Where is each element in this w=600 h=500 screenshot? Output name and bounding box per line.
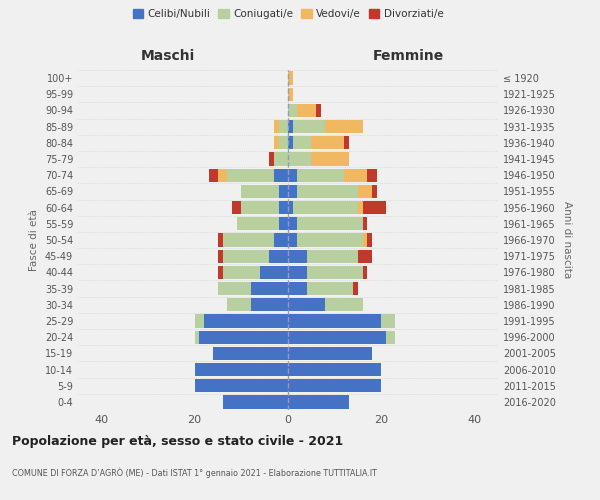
Bar xyxy=(325,120,362,134)
Bar xyxy=(278,185,288,198)
Bar xyxy=(223,250,269,263)
Bar xyxy=(288,266,307,279)
Bar xyxy=(241,201,278,214)
Bar xyxy=(325,298,362,312)
Bar xyxy=(358,185,372,198)
Bar xyxy=(288,234,298,246)
Bar xyxy=(344,136,349,149)
Text: COMUNE DI FORZA D’AGRÒ (ME) - Dati ISTAT 1° gennaio 2021 - Elaborazione TUTTITAL: COMUNE DI FORZA D’AGRÒ (ME) - Dati ISTAT… xyxy=(12,468,377,478)
Bar xyxy=(358,201,362,214)
Bar xyxy=(274,152,288,166)
Bar xyxy=(236,217,278,230)
Bar xyxy=(293,120,325,134)
Bar xyxy=(288,88,293,101)
Bar xyxy=(274,136,278,149)
Bar xyxy=(223,234,274,246)
Text: Popolazione per età, sesso e stato civile - 2021: Popolazione per età, sesso e stato civil… xyxy=(12,435,343,448)
Bar xyxy=(367,234,372,246)
Bar xyxy=(367,168,377,182)
Bar xyxy=(218,266,223,279)
Bar xyxy=(307,266,362,279)
Bar xyxy=(372,185,377,198)
Bar xyxy=(288,330,386,344)
Bar xyxy=(194,379,288,392)
Bar xyxy=(362,217,367,230)
Bar xyxy=(293,201,358,214)
Bar xyxy=(362,266,367,279)
Bar xyxy=(251,298,288,312)
Bar xyxy=(316,104,320,117)
Bar xyxy=(311,136,344,149)
Bar xyxy=(227,168,274,182)
Bar xyxy=(288,250,307,263)
Bar xyxy=(288,314,382,328)
Bar xyxy=(288,168,298,182)
Bar xyxy=(241,185,278,198)
Y-axis label: Fasce di età: Fasce di età xyxy=(29,209,39,271)
Bar xyxy=(362,234,367,246)
Bar xyxy=(288,152,311,166)
Bar xyxy=(269,250,288,263)
Bar xyxy=(214,346,288,360)
Bar xyxy=(194,363,288,376)
Bar xyxy=(223,266,260,279)
Legend: Celibi/Nubili, Coniugati/e, Vedovi/e, Divorziati/e: Celibi/Nubili, Coniugati/e, Vedovi/e, Di… xyxy=(128,5,448,24)
Bar xyxy=(199,330,288,344)
Bar xyxy=(344,168,367,182)
Bar xyxy=(288,396,349,408)
Bar xyxy=(204,314,288,328)
Text: Femmine: Femmine xyxy=(373,48,443,62)
Bar xyxy=(269,152,274,166)
Bar xyxy=(298,168,344,182)
Bar xyxy=(232,201,241,214)
Bar xyxy=(307,282,353,295)
Bar xyxy=(358,250,372,263)
Bar xyxy=(278,136,288,149)
Text: Maschi: Maschi xyxy=(141,48,195,62)
Bar xyxy=(353,282,358,295)
Bar xyxy=(288,346,372,360)
Bar xyxy=(274,168,288,182)
Bar xyxy=(298,217,362,230)
Bar xyxy=(311,152,349,166)
Bar xyxy=(223,396,288,408)
Bar xyxy=(218,168,227,182)
Bar xyxy=(288,72,293,85)
Bar xyxy=(218,250,223,263)
Bar xyxy=(274,234,288,246)
Bar xyxy=(362,201,386,214)
Bar xyxy=(260,266,288,279)
Bar xyxy=(382,314,395,328)
Bar xyxy=(288,298,325,312)
Bar xyxy=(278,201,288,214)
Bar xyxy=(288,379,382,392)
Bar xyxy=(288,185,298,198)
Bar xyxy=(288,104,298,117)
Bar xyxy=(218,282,251,295)
Bar xyxy=(307,250,358,263)
Bar xyxy=(288,217,298,230)
Bar xyxy=(194,330,199,344)
Bar xyxy=(209,168,218,182)
Bar xyxy=(278,120,288,134)
Bar xyxy=(298,185,358,198)
Bar xyxy=(274,120,278,134)
Bar xyxy=(218,234,223,246)
Bar xyxy=(298,234,362,246)
Bar xyxy=(288,136,293,149)
Bar xyxy=(298,104,316,117)
Bar xyxy=(288,363,382,376)
Bar xyxy=(288,201,293,214)
Bar xyxy=(251,282,288,295)
Bar xyxy=(288,120,293,134)
Bar xyxy=(194,314,204,328)
Bar xyxy=(278,217,288,230)
Bar xyxy=(288,282,307,295)
Y-axis label: Anni di nascita: Anni di nascita xyxy=(562,202,572,278)
Bar xyxy=(227,298,251,312)
Bar xyxy=(386,330,395,344)
Bar xyxy=(293,136,311,149)
